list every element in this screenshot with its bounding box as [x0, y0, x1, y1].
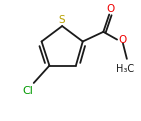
- Text: Cl: Cl: [22, 86, 33, 96]
- Text: S: S: [59, 15, 65, 25]
- Text: O: O: [118, 35, 126, 45]
- Text: O: O: [106, 4, 114, 14]
- Text: H₃C: H₃C: [116, 64, 134, 74]
